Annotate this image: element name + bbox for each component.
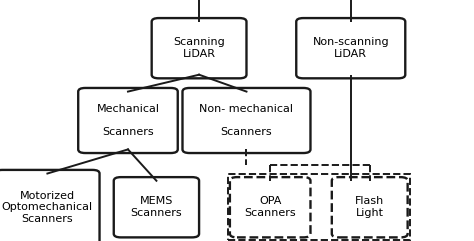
Text: Non- mechanical

Scanners: Non- mechanical Scanners (200, 104, 293, 137)
Text: Non-scanning
LiDAR: Non-scanning LiDAR (312, 37, 389, 59)
FancyBboxPatch shape (114, 177, 199, 237)
FancyBboxPatch shape (0, 170, 100, 241)
FancyBboxPatch shape (152, 18, 246, 78)
Text: Mechanical

Scanners: Mechanical Scanners (97, 104, 159, 137)
Text: OPA
Scanners: OPA Scanners (245, 196, 296, 218)
Text: Scanning
LiDAR: Scanning LiDAR (173, 37, 225, 59)
FancyBboxPatch shape (78, 88, 178, 153)
Text: MEMS
Scanners: MEMS Scanners (131, 196, 182, 218)
FancyBboxPatch shape (296, 18, 405, 78)
Text: Motorized
Optomechanical
Scanners: Motorized Optomechanical Scanners (2, 191, 93, 224)
FancyBboxPatch shape (332, 177, 408, 237)
FancyBboxPatch shape (230, 177, 310, 237)
FancyBboxPatch shape (182, 88, 310, 153)
Text: Flash
Light: Flash Light (355, 196, 384, 218)
